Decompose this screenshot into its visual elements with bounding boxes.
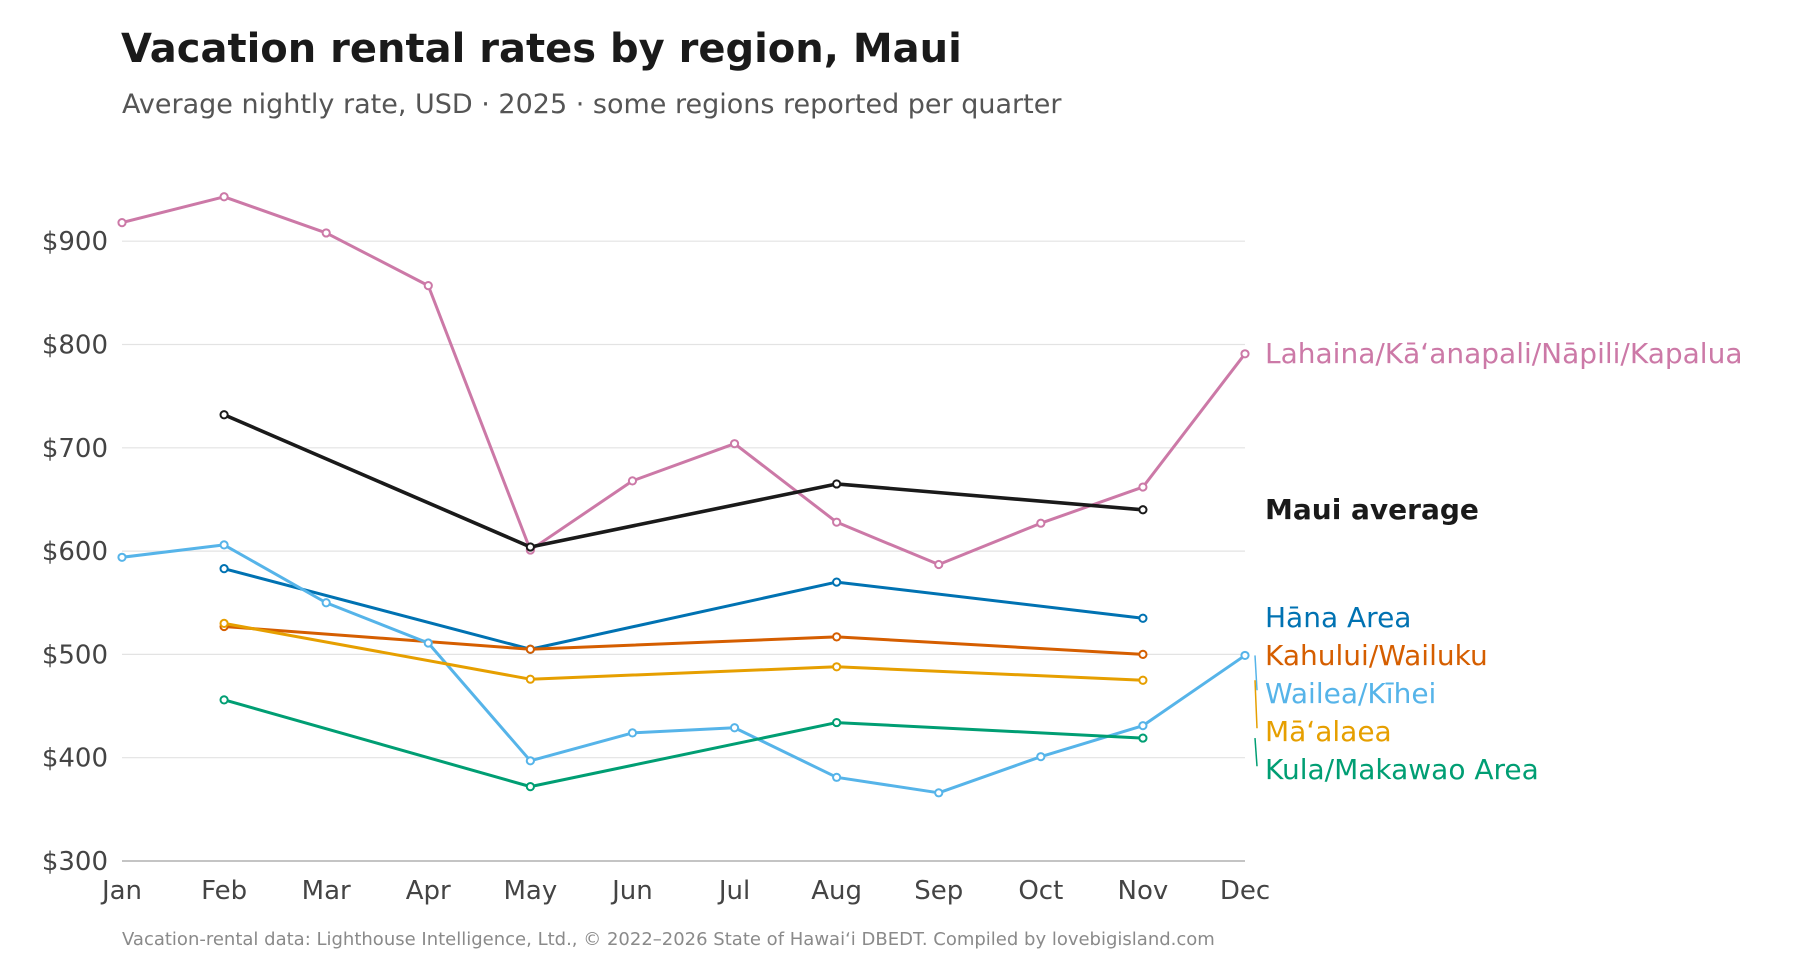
data-point [1138,505,1148,515]
data-point [934,788,944,798]
chart-title: Vacation rental rates by region, Maui [121,26,962,72]
x-tick-label: Mar [302,876,351,906]
y-tick-label: $400 [42,744,108,774]
data-point [1138,482,1148,492]
data-point [525,644,535,654]
x-tick-label: May [503,876,557,906]
data-point [1240,650,1250,661]
data-point [423,281,433,291]
data-point [321,598,331,608]
data-point [219,618,229,629]
x-tick-label: Nov [1118,876,1169,906]
axes: $300 $400 $500 $600 $700 $800 $900 Jan Feb Mar Apr… [42,227,1270,906]
y-tick-label: $700 [42,434,108,464]
data-point [219,695,229,705]
x-tick-label: Dec [1220,876,1270,906]
series-group [117,540,1250,798]
data-point [832,632,842,642]
data-point [117,218,127,228]
data-point [1240,349,1250,359]
gridlines [122,240,1245,862]
series-line [222,698,1145,789]
data-point [525,674,535,684]
series-group [219,564,1148,654]
chart-subtitle: Average nightly rate, USD · 2025 · some … [122,89,1062,120]
series-label: Kula/Makawao Area [1265,753,1539,786]
series-label: Lahaina/Kāʻanapali/Nāpili/Kapalua [1265,337,1742,370]
label-leader-line [1254,680,1258,729]
data-point [934,559,944,570]
data-point [1138,721,1148,731]
series-line [222,567,1145,651]
data-point [525,756,535,766]
x-tick-label: Jul [717,876,750,906]
data-point [729,439,740,449]
data-point [832,717,842,728]
y-tick-label: $300 [42,847,108,877]
y-tick-label: $500 [42,640,108,670]
series-labels: Lahaina/Kāʻanapali/Nāpili/Kapalua Maui av… [1254,337,1742,786]
label-leader-line [1254,655,1258,691]
source-note: Vacation-rental data: Lighthouse Intelli… [122,929,1215,950]
series-line [120,195,1247,567]
y-tick-label: $800 [42,331,108,361]
data-point [219,564,229,574]
series-label: Hāna Area [1265,601,1411,634]
x-tick-label: Apr [406,876,451,906]
series-label: Kahului/Wailuku [1265,639,1488,672]
series-label: Maui average [1265,493,1479,526]
data-point [321,228,331,238]
x-tick-label: Sep [914,876,963,906]
data-point [627,728,638,738]
data-point [219,410,229,420]
series-group [219,410,1148,552]
y-tick-label: $600 [42,537,108,567]
label-leader-line [1254,738,1258,767]
series-line [120,543,1247,795]
data-point [832,772,842,782]
data-point [1138,649,1148,660]
data-point [832,479,842,489]
y-tick-label: $900 [42,227,108,257]
x-tick-label: Oct [1018,876,1063,906]
data-point [423,638,433,648]
series-line [222,625,1145,656]
data-point [525,542,535,552]
data-point [627,476,638,486]
x-tick-label: Jun [610,876,653,906]
data-point [525,782,535,792]
data-point [1138,613,1148,623]
data-point [1036,518,1046,528]
series-group [219,695,1148,792]
data-point [219,540,229,550]
series-line [222,621,1145,682]
series-label: Wailea/Kīhei [1265,677,1436,710]
data-point [1138,733,1148,743]
data-point [1138,675,1148,685]
series-group [219,618,1148,685]
data-point [832,577,842,587]
data-point [1036,752,1046,762]
series-lines [117,192,1250,798]
x-tick-label: Feb [201,876,247,906]
series-label: Māʻalaea [1265,715,1392,748]
data-point [832,662,842,672]
data-point [832,517,842,527]
series-group [219,621,1148,660]
data-point [219,192,229,202]
x-tick-label: Aug [811,876,862,906]
series-group [117,192,1250,570]
x-tick-label: Jan [100,876,142,906]
data-point [729,723,740,733]
series-line [222,412,1145,549]
data-point [117,552,127,562]
